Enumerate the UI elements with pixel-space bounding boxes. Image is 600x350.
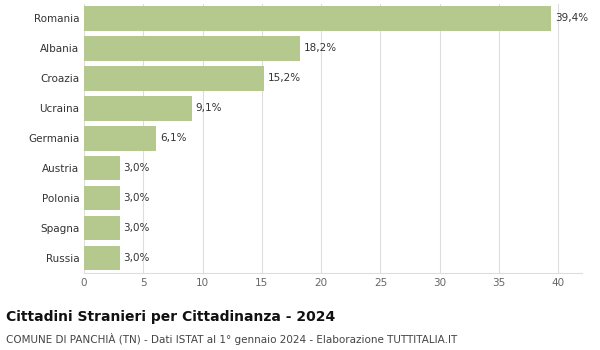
Bar — [84, 126, 157, 150]
Bar — [84, 36, 300, 61]
Text: 3,0%: 3,0% — [123, 223, 149, 233]
Bar — [84, 246, 119, 270]
Text: 3,0%: 3,0% — [123, 193, 149, 203]
Bar — [84, 156, 119, 181]
Bar — [84, 66, 264, 91]
Bar — [84, 186, 119, 210]
Text: 18,2%: 18,2% — [304, 43, 337, 54]
Bar — [84, 96, 192, 121]
Text: 6,1%: 6,1% — [160, 133, 187, 143]
Text: 3,0%: 3,0% — [123, 163, 149, 173]
Text: 3,0%: 3,0% — [123, 253, 149, 263]
Text: COMUNE DI PANCHIÀ (TN) - Dati ISTAT al 1° gennaio 2024 - Elaborazione TUTTITALIA: COMUNE DI PANCHIÀ (TN) - Dati ISTAT al 1… — [6, 333, 457, 345]
Text: 39,4%: 39,4% — [555, 13, 588, 23]
Text: Cittadini Stranieri per Cittadinanza - 2024: Cittadini Stranieri per Cittadinanza - 2… — [6, 310, 335, 324]
Text: 9,1%: 9,1% — [196, 103, 222, 113]
Bar — [84, 6, 551, 31]
Text: 15,2%: 15,2% — [268, 74, 301, 83]
Bar — [84, 216, 119, 240]
